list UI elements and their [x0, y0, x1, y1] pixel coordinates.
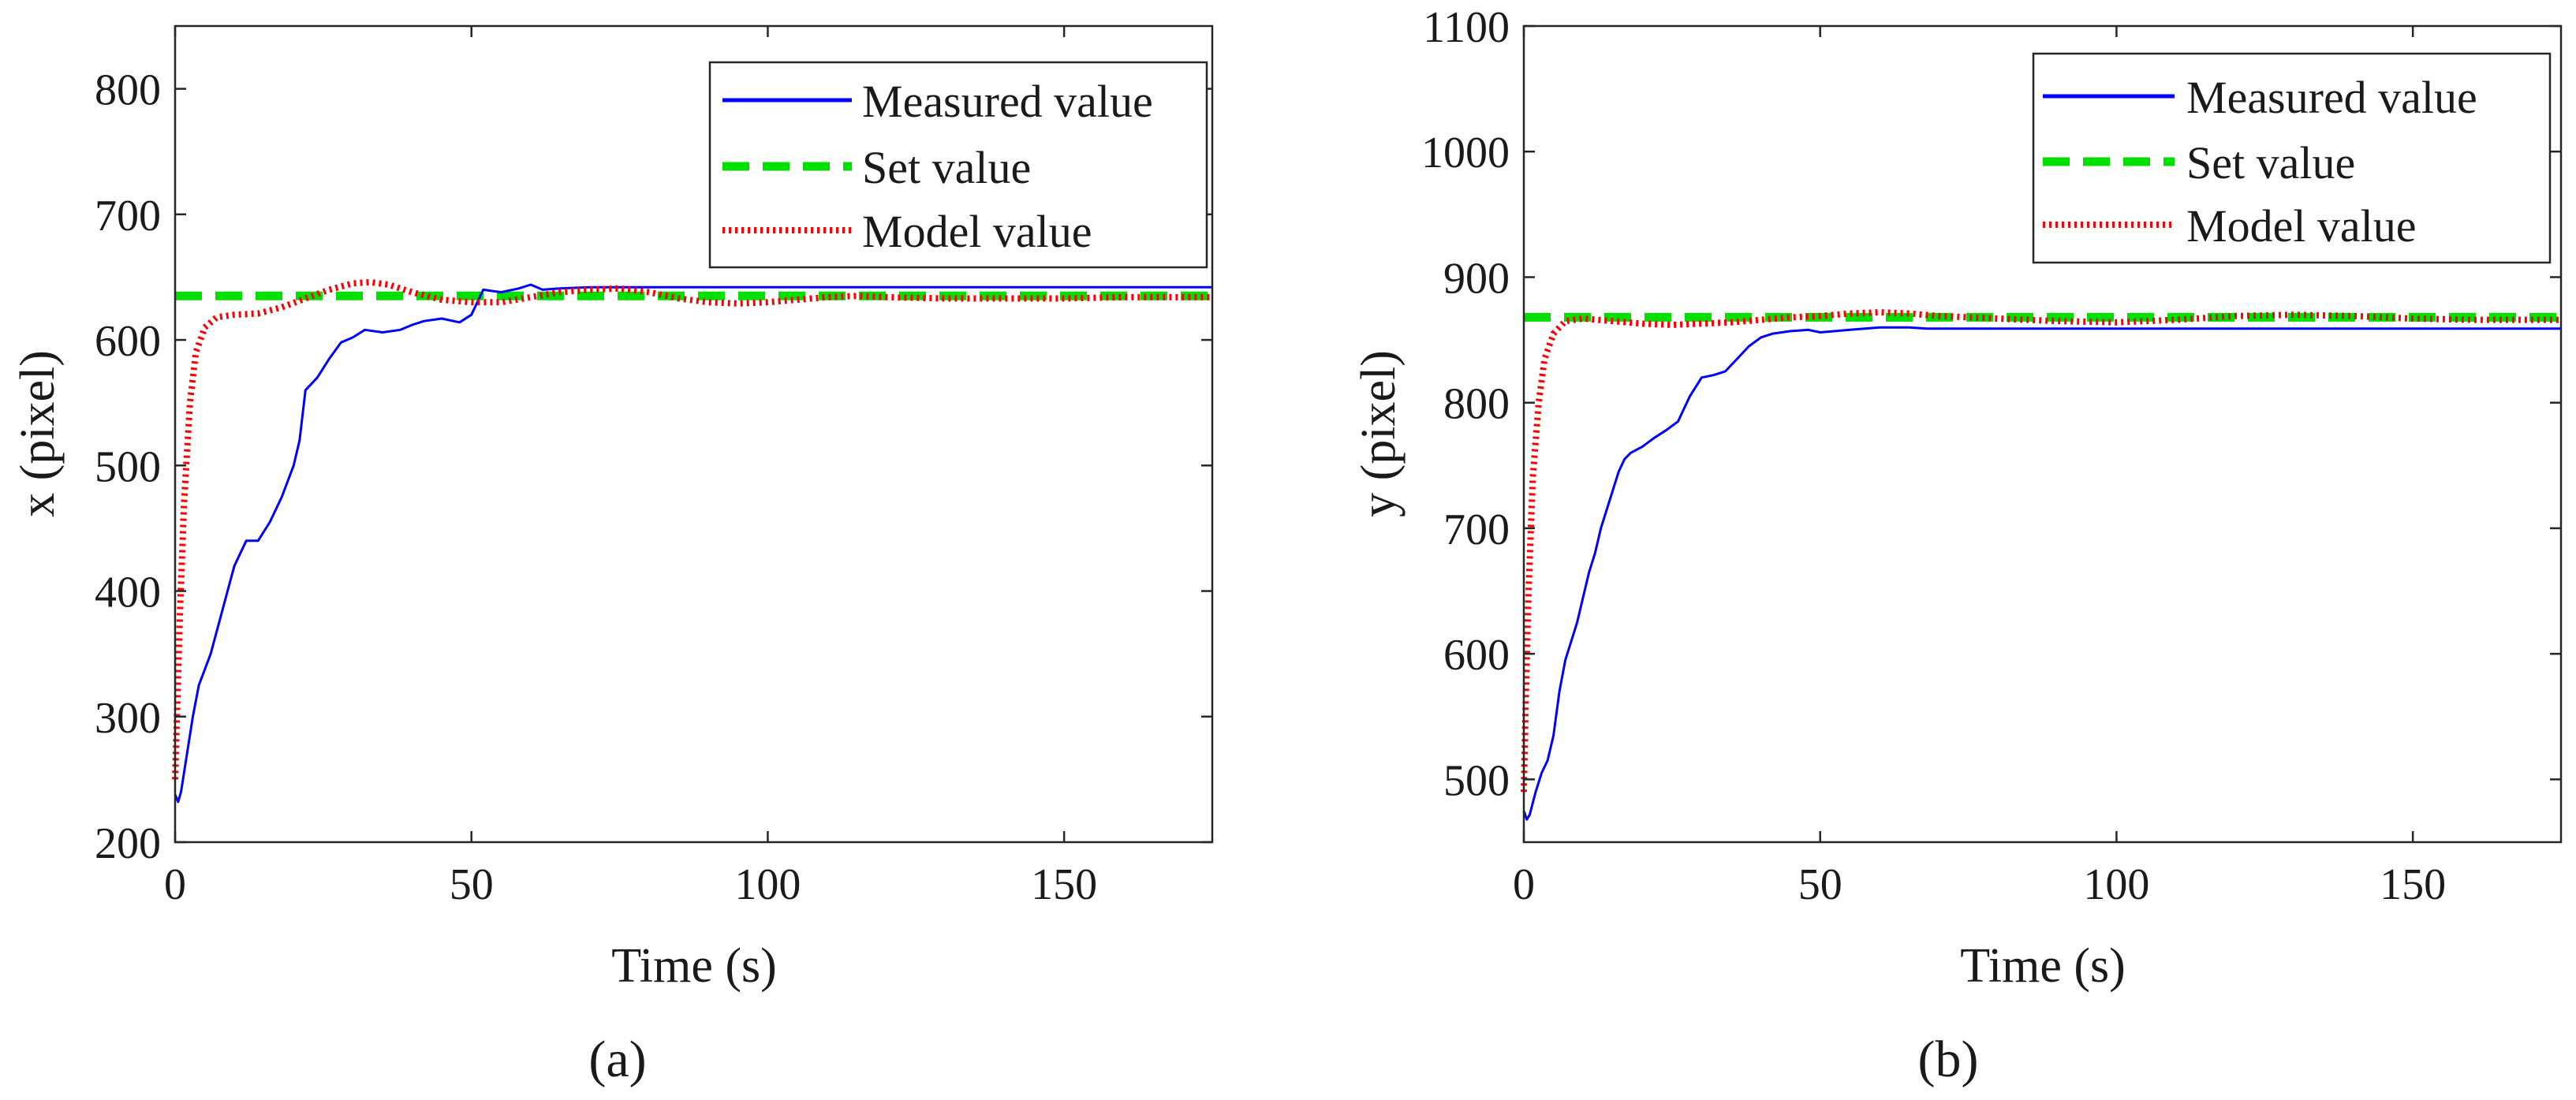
y-tick-label-b: 500 [1443, 756, 1510, 805]
y-tick-label-a: 400 [95, 569, 161, 617]
y-tick-label-b: 1000 [1421, 129, 1510, 177]
x-tick-label-b: 150 [2380, 860, 2446, 909]
x-tick-label-b: 50 [1798, 860, 1842, 909]
y-tick-label-a: 600 [95, 317, 161, 366]
chart-panel-b: 0 50 100 150 500 600 700 800 900 1000 1100 Time (s… [1352, 3, 2563, 1088]
series-line-measured-a [174, 283, 1212, 804]
y-axis-label-b: y (pixel) [1352, 350, 1406, 517]
legend-b: Measured value Set value Model value [2032, 52, 2552, 264]
axes-box-b [1522, 24, 2563, 844]
y-tick-label-a: 800 [95, 66, 161, 115]
legend-label-set-a: Set value [862, 142, 1031, 193]
x-tick-label-a: 100 [734, 860, 801, 909]
legend-label-set-b: Set value [2186, 137, 2355, 188]
panel-caption-a: (a) [588, 1031, 646, 1088]
axis-ticks-b: 0 50 100 150 500 600 700 800 900 1000 1100 [1421, 3, 2561, 909]
y-tick-label-b: 800 [1443, 380, 1510, 429]
panel-caption-b: (b) [1918, 1031, 1979, 1088]
y-tick-label-b: 600 [1443, 631, 1510, 680]
y-axis-label-a: x (pixel) [11, 350, 65, 517]
axis-ticks-a: 0 50 100 150 200 300 400 500 600 700 800 [95, 26, 1212, 909]
legend-a: Measured value Set value Model value [708, 61, 1208, 269]
x-tick-label-a: 50 [450, 860, 494, 909]
series-line-model-b [1521, 309, 2561, 792]
x-tick-label-a: 150 [1031, 860, 1097, 909]
y-tick-label-a: 700 [95, 192, 161, 241]
series-line-measured-b [1522, 326, 2561, 821]
legend-label-model-a: Model value [862, 206, 1092, 257]
x-tick-label-a: 0 [164, 860, 186, 909]
y-tick-label-b: 900 [1443, 254, 1510, 303]
legend-box-a [708, 61, 1208, 269]
plot-area-b [1521, 309, 2561, 821]
y-tick-label-b: 700 [1443, 505, 1510, 554]
y-tick-label-a: 300 [95, 694, 161, 743]
legend-label-measured-b: Measured value [2186, 72, 2477, 123]
legend-label-measured-a: Measured value [862, 76, 1153, 127]
plot-area-a [172, 278, 1212, 804]
y-tick-label-a: 500 [95, 442, 161, 491]
legend-label-model-b: Model value [2186, 200, 2417, 252]
x-tick-label-b: 0 [1513, 860, 1535, 909]
x-tick-label-b: 100 [2083, 860, 2149, 909]
y-tick-label-a: 200 [95, 819, 161, 868]
y-tick-label-b: 1100 [1423, 3, 1510, 52]
axes-box-a [174, 24, 1214, 844]
x-axis-label-b: Time (s) [1960, 939, 2126, 993]
x-axis-label-a: Time (s) [611, 939, 777, 993]
